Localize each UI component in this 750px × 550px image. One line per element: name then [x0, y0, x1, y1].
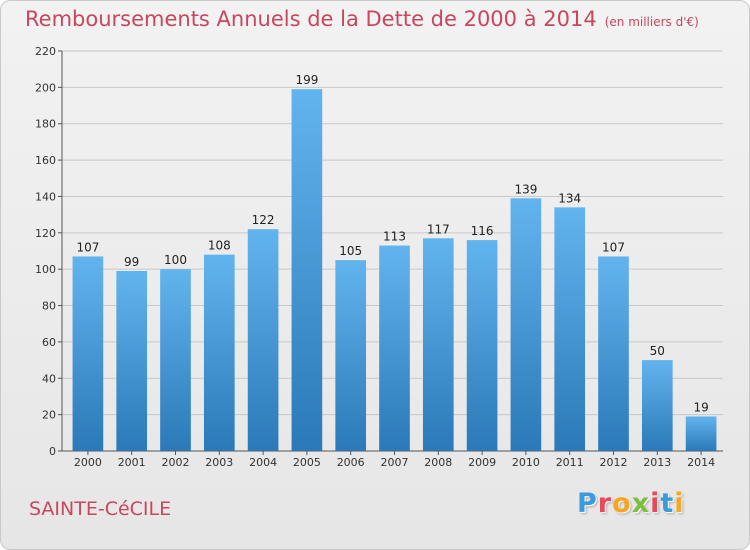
y-tick-label: 80: [42, 300, 56, 313]
value-label-2014: 19: [693, 400, 708, 414]
value-label-2011: 134: [558, 191, 581, 205]
bar-2010: [510, 198, 542, 451]
x-tick-label-2009: 2009: [468, 456, 496, 469]
y-tick-label: 120: [35, 227, 56, 240]
x-tick-label-2007: 2007: [381, 456, 409, 469]
logo-letter: r: [597, 488, 613, 519]
x-tick-label-2012: 2012: [600, 456, 628, 469]
value-label-2000: 107: [76, 240, 99, 254]
bar-2004: [247, 229, 279, 451]
x-tick-label-2010: 2010: [512, 456, 540, 469]
bar-2009: [466, 240, 498, 451]
x-tick-label-2002: 2002: [162, 456, 190, 469]
value-label-2013: 50: [650, 344, 665, 358]
y-tick-label: 200: [35, 81, 56, 94]
value-label-2010: 139: [514, 182, 537, 196]
bar-2011: [554, 207, 586, 451]
x-tick-label-2003: 2003: [205, 456, 233, 469]
x-tick-label-2000: 2000: [74, 456, 102, 469]
bar-2005: [291, 89, 323, 451]
labels: 0 20 40 60 80 100 120 140 160 180 200 220 107 2000 99 2…: [35, 45, 715, 469]
x-tick-label-2001: 2001: [118, 456, 146, 469]
y-tick-label: 0: [49, 445, 56, 458]
y-tick-label: 20: [42, 409, 56, 422]
value-label-2006: 105: [339, 244, 362, 258]
y-tick-label: 40: [42, 372, 56, 385]
chart-subtitle: (en milliers d'€): [604, 15, 699, 29]
y-tick-label: 60: [42, 336, 56, 349]
bar-2001: [116, 271, 148, 451]
bar-2013: [641, 360, 673, 451]
value-label-2002: 100: [164, 253, 187, 267]
bar-2014: [685, 416, 717, 451]
logo-letter: x: [631, 488, 651, 519]
value-label-2012: 107: [602, 240, 625, 254]
proxiti-logo[interactable]: Proxiti: [577, 488, 685, 519]
x-tick-label-2005: 2005: [293, 456, 321, 469]
x-tick-label-2006: 2006: [337, 456, 365, 469]
bar-2008: [422, 238, 454, 451]
commune-name: SAINTE-CéCILE: [29, 498, 172, 520]
logo-letter: o: [612, 488, 632, 519]
x-tick-label-2004: 2004: [249, 456, 277, 469]
logo-letter: P: [577, 488, 598, 519]
value-label-2001: 99: [124, 255, 139, 269]
y-tick-label: 160: [35, 154, 56, 167]
logo-letter: i: [650, 488, 661, 519]
y-tick-label: 180: [35, 118, 56, 131]
bar-2006: [335, 260, 367, 451]
bar-2002: [160, 269, 191, 451]
x-tick-label-2008: 2008: [424, 456, 452, 469]
bar-2003: [203, 254, 235, 451]
y-tick-label: 220: [35, 45, 56, 58]
value-label-2003: 108: [208, 239, 231, 253]
value-label-2005: 199: [295, 73, 318, 87]
x-tick-label-2011: 2011: [556, 456, 584, 469]
y-tick-label: 140: [35, 190, 56, 203]
value-label-2008: 117: [427, 222, 450, 236]
y-tick-label: 100: [35, 263, 56, 276]
chart-title: Remboursements Annuels de la Dette de 20…: [25, 7, 699, 31]
logo-letter: i: [674, 488, 685, 519]
bars: [72, 89, 717, 451]
value-label-2007: 113: [383, 230, 406, 244]
x-tick-label-2014: 2014: [687, 456, 715, 469]
bar-2012: [598, 256, 629, 451]
logo-letter: t: [660, 488, 675, 519]
value-label-2004: 122: [252, 213, 275, 227]
x-tick-label-2013: 2013: [643, 456, 671, 469]
title-text: Remboursements Annuels de la Dette de 20…: [25, 7, 597, 31]
value-label-2009: 116: [471, 224, 494, 238]
bar-2007: [379, 245, 410, 451]
bar-2000: [72, 256, 104, 451]
